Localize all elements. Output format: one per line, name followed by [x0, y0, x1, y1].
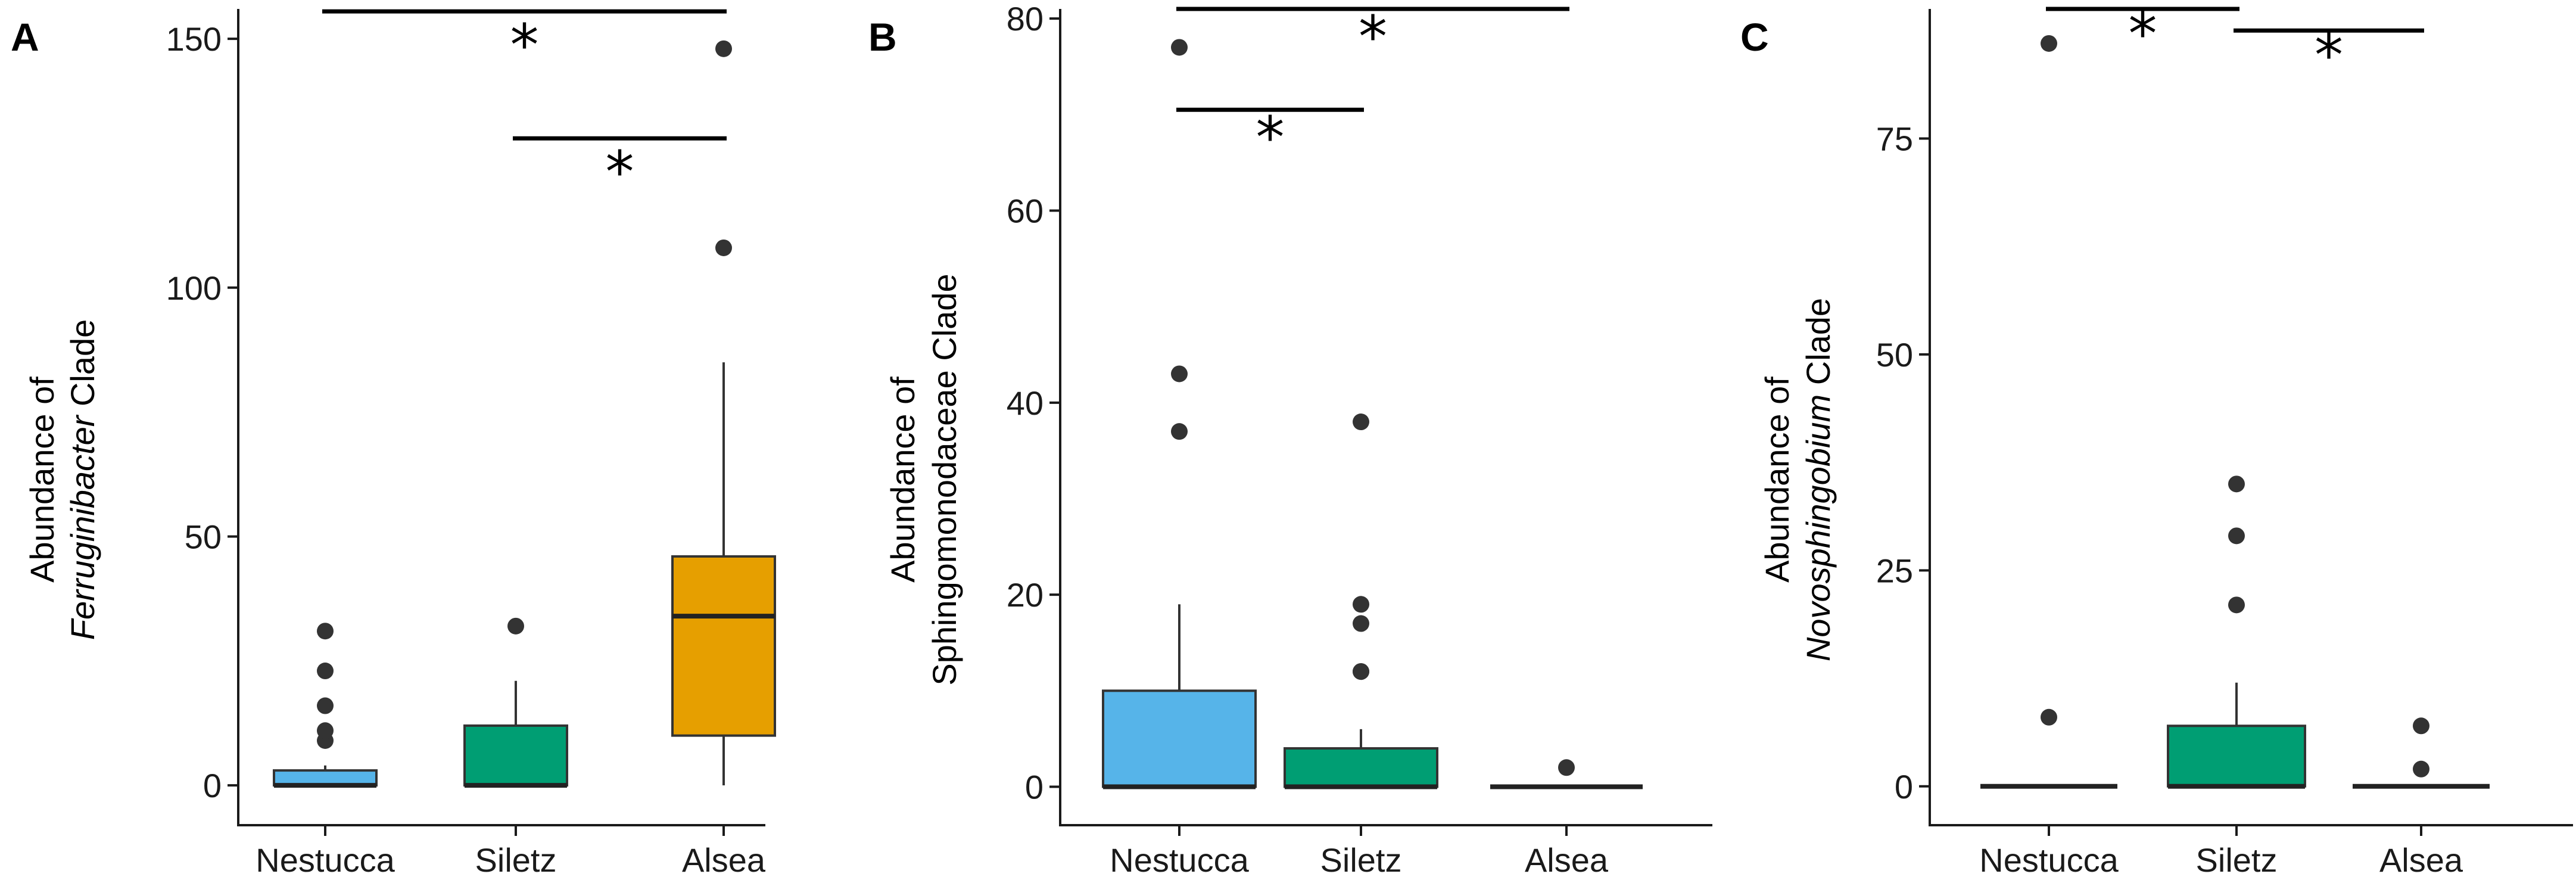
- outlier-point: [1353, 663, 1369, 680]
- y-tick-label: 80: [1007, 0, 1044, 38]
- y-tick-label: 100: [166, 269, 222, 307]
- box-siletz: [463, 724, 568, 787]
- y-tick-label: 75: [1876, 120, 1913, 157]
- outlier-point: [2228, 527, 2245, 545]
- outlier-point: [317, 722, 334, 739]
- x-tick-label: Alsea: [682, 841, 766, 879]
- panel-c: C Abundance of Novosphingobium Clade 0 25…: [1740, 1, 2573, 879]
- y-tick-label: 50: [1876, 336, 1913, 374]
- panel-letter: B: [868, 15, 897, 59]
- y-tick-label: 0: [203, 767, 222, 804]
- significance-star: *: [2315, 22, 2343, 89]
- y-axis-label-line2: Ferruginibacter Clade: [64, 319, 101, 640]
- y-axis-label-taxon: Novosphingobium: [1799, 394, 1837, 661]
- outlier-point: [2041, 35, 2057, 52]
- y-axis-label-line2: Novosphingobium Clade: [1799, 298, 1837, 661]
- significance-star: *: [2129, 1, 2157, 67]
- x-tick-label: Alsea: [1525, 841, 1609, 879]
- outlier-point: [317, 697, 334, 714]
- box-siletz: [1284, 747, 1438, 788]
- y-tick-label: 0: [1025, 769, 1044, 806]
- y-tick-label: 40: [1007, 384, 1044, 422]
- y-tick-label: 25: [1876, 552, 1913, 589]
- y-axis-label-suffix: Clade: [64, 319, 101, 416]
- y-tick-label: 50: [185, 518, 222, 555]
- y-axis-label-suffix: Clade: [1799, 298, 1837, 394]
- outlier-point: [1171, 39, 1188, 56]
- outlier-point: [317, 663, 334, 680]
- y-axis-label-taxon: Ferruginibacter: [64, 414, 101, 640]
- outlier-point: [2228, 596, 2245, 614]
- outlier-point: [2413, 717, 2429, 735]
- outlier-point: [1558, 759, 1575, 776]
- panel-letter: C: [1740, 15, 1769, 59]
- y-axis-label-line2: Sphingomonodaceae Clade: [926, 273, 963, 685]
- outlier-point: [2041, 708, 2057, 726]
- y-axis-label-line1: Abundance of: [1758, 377, 1796, 583]
- x-tick-label: Nestucca: [256, 841, 395, 879]
- outlier-point: [507, 617, 524, 635]
- panel-b: B Abundance of Sphingomonodaceae Clade 0…: [868, 0, 1712, 879]
- x-tick-label: Siletz: [475, 841, 557, 879]
- panel-letter: A: [11, 15, 39, 59]
- x-tick-label: Siletz: [2196, 841, 2278, 879]
- outlier-point: [1353, 413, 1369, 431]
- box-nestucca: [1102, 689, 1257, 788]
- box-alsea: [671, 555, 776, 737]
- panel-a: A Abundance of Ferruginibacter Clade 0 50…: [11, 9, 776, 879]
- significance-star: *: [510, 12, 539, 79]
- outlier-point: [1171, 365, 1188, 383]
- outlier-point: [715, 40, 732, 57]
- outlier-point: [2413, 760, 2429, 778]
- outlier-point: [715, 239, 732, 256]
- x-tick-label: Siletz: [1320, 841, 1402, 879]
- y-tick-label: 0: [1895, 768, 1913, 806]
- box-siletz: [2167, 724, 2306, 788]
- outlier-point: [1171, 423, 1188, 440]
- y-axis-label-line1: Abundance of: [23, 377, 61, 583]
- box-nestucca: [273, 769, 378, 787]
- outlier-point: [1353, 596, 1369, 613]
- x-tick-label: Nestucca: [1979, 841, 2119, 879]
- significance-star: *: [1256, 104, 1285, 171]
- outlier-point: [2228, 475, 2245, 493]
- y-tick-label: 150: [166, 20, 222, 58]
- x-tick-label: Nestucca: [1110, 841, 1249, 879]
- y-tick-label: 60: [1007, 192, 1044, 229]
- y-axis-label-line1: Abundance of: [884, 377, 921, 583]
- significance-star: *: [1359, 4, 1387, 70]
- significance-star: *: [606, 139, 634, 206]
- y-tick-label: 20: [1007, 576, 1044, 614]
- x-tick-label: Alsea: [2379, 841, 2463, 879]
- outlier-point: [317, 623, 334, 640]
- outlier-point: [1353, 615, 1369, 632]
